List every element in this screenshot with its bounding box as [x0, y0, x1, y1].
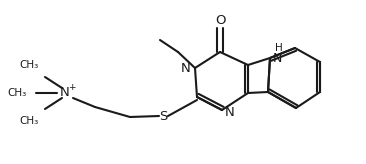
Text: N: N [225, 105, 235, 119]
Text: H: H [275, 43, 283, 53]
Text: CH₃: CH₃ [20, 116, 39, 126]
Text: CH₃: CH₃ [20, 60, 39, 70]
Text: N: N [60, 86, 70, 100]
Text: CH₃: CH₃ [8, 88, 27, 98]
Text: N: N [181, 62, 191, 74]
Text: O: O [215, 14, 225, 28]
Text: S: S [159, 110, 167, 123]
Text: +: + [68, 82, 76, 92]
Text: N: N [273, 51, 283, 64]
